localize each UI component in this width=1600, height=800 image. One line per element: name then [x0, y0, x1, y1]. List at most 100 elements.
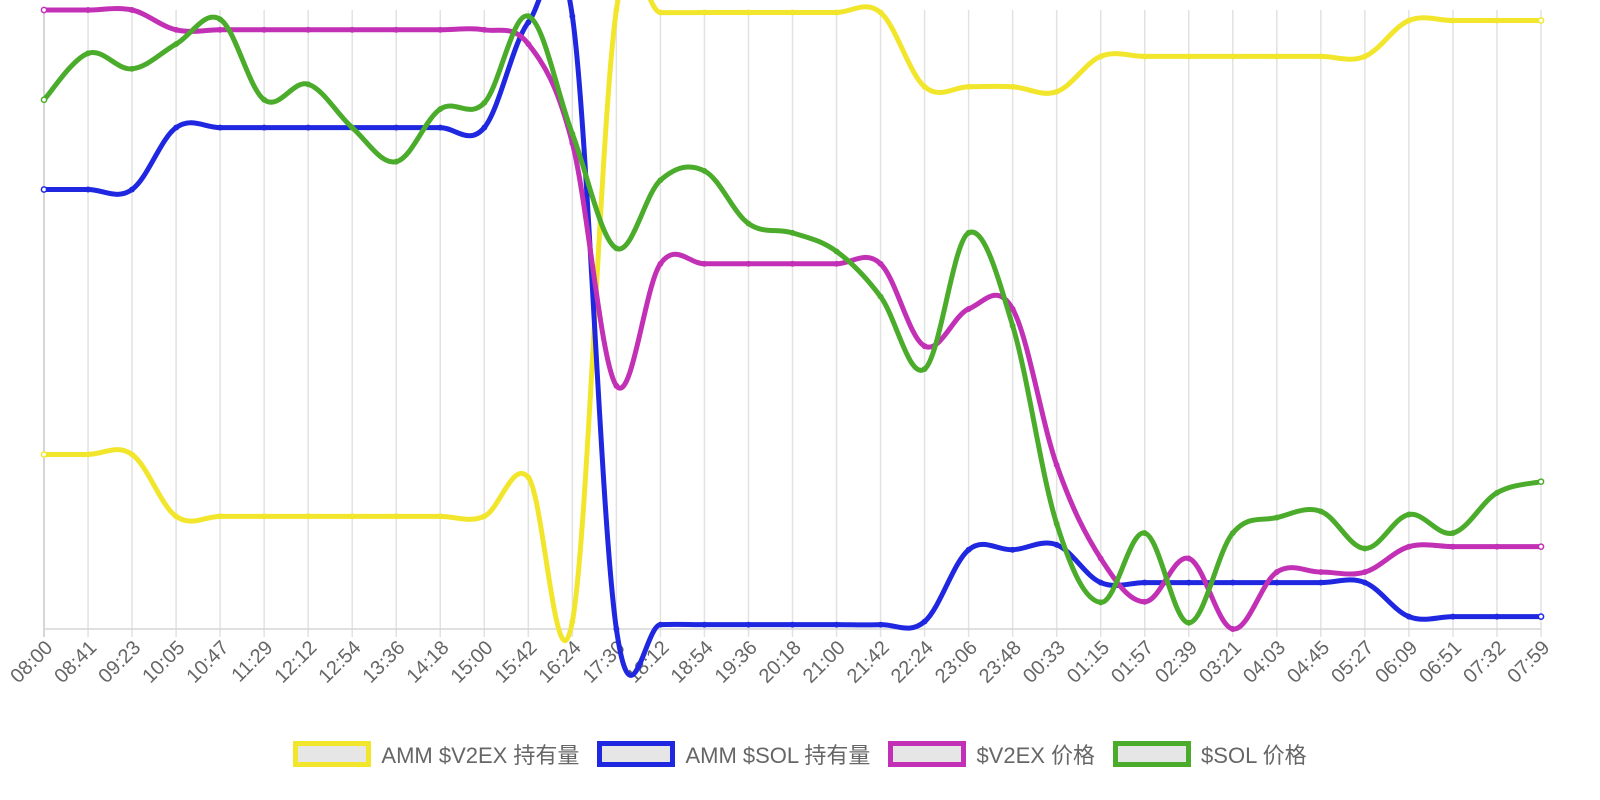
data-point[interactable]	[1229, 53, 1236, 60]
data-point[interactable]	[129, 186, 136, 193]
data-point[interactable]	[173, 124, 180, 131]
data-point[interactable]	[85, 186, 91, 193]
data-point[interactable]	[745, 621, 752, 628]
data-point[interactable]	[1361, 545, 1368, 552]
data-point[interactable]	[1317, 569, 1324, 576]
data-point[interactable]	[1185, 579, 1192, 586]
data-point[interactable]	[1273, 579, 1280, 586]
legend-item-amm-v2ex[interactable]: AMM $V2EX 持有量	[293, 738, 579, 770]
data-point[interactable]	[965, 229, 972, 236]
data-point[interactable]	[1097, 579, 1104, 586]
data-point[interactable]	[349, 26, 356, 33]
data-point[interactable]	[1185, 53, 1192, 60]
data-point[interactable]	[525, 19, 532, 26]
legend-item-amm-sol[interactable]: AMM $SOL 持有量	[597, 738, 870, 770]
data-point[interactable]	[657, 260, 664, 267]
data-point[interactable]	[1537, 17, 1545, 24]
data-point[interactable]	[1273, 569, 1280, 576]
data-point[interactable]	[1141, 53, 1148, 60]
data-point[interactable]	[305, 81, 312, 88]
data-point[interactable]	[217, 16, 224, 23]
data-point[interactable]	[877, 293, 884, 300]
data-point[interactable]	[1405, 17, 1412, 24]
data-point[interactable]	[481, 99, 488, 106]
data-point[interactable]	[1317, 508, 1324, 515]
data-point[interactable]	[1009, 306, 1016, 312]
data-point[interactable]	[1229, 626, 1236, 632]
data-point[interactable]	[85, 50, 91, 57]
data-point[interactable]	[1009, 322, 1016, 329]
data-point[interactable]	[525, 41, 532, 47]
data-point[interactable]	[1185, 619, 1192, 626]
data-point[interactable]	[305, 513, 312, 520]
data-point[interactable]	[261, 96, 268, 103]
data-point[interactable]	[393, 26, 400, 33]
data-point[interactable]	[40, 451, 48, 458]
data-point[interactable]	[217, 513, 224, 520]
data-point[interactable]	[217, 26, 224, 33]
data-point[interactable]	[921, 366, 928, 372]
data-point[interactable]	[129, 7, 136, 13]
data-point[interactable]	[877, 260, 884, 267]
data-point[interactable]	[1097, 555, 1104, 562]
data-point[interactable]	[40, 186, 48, 193]
data-point[interactable]	[833, 9, 840, 16]
data-point[interactable]	[1141, 579, 1148, 586]
data-point[interactable]	[1405, 511, 1412, 518]
data-point[interactable]	[1537, 543, 1545, 551]
data-point[interactable]	[1361, 579, 1368, 586]
data-point[interactable]	[657, 9, 664, 16]
data-point[interactable]	[965, 306, 972, 312]
data-point[interactable]	[1317, 53, 1324, 60]
data-point[interactable]	[1537, 613, 1545, 620]
data-point[interactable]	[525, 474, 532, 481]
data-point[interactable]	[965, 83, 972, 90]
data-point[interactable]	[217, 124, 224, 131]
data-point[interactable]	[437, 124, 444, 131]
data-point[interactable]	[789, 621, 796, 628]
data-point[interactable]	[833, 260, 840, 267]
legend-item-v2ex-price[interactable]: $V2EX 价格	[888, 738, 1095, 770]
data-point[interactable]	[1449, 613, 1456, 620]
data-point[interactable]	[1405, 613, 1412, 620]
data-point[interactable]	[129, 65, 136, 72]
data-point[interactable]	[1449, 543, 1456, 550]
data-point[interactable]	[173, 513, 180, 520]
data-point[interactable]	[745, 9, 752, 16]
data-point[interactable]	[1273, 53, 1280, 60]
data-point[interactable]	[657, 621, 664, 628]
data-point[interactable]	[437, 26, 444, 33]
data-point[interactable]	[613, 626, 620, 632]
data-point[interactable]	[305, 124, 312, 131]
data-point[interactable]	[437, 513, 444, 520]
data-point[interactable]	[1361, 53, 1368, 60]
data-point[interactable]	[701, 9, 708, 16]
data-point[interactable]	[657, 177, 664, 184]
data-point[interactable]	[789, 9, 796, 16]
data-point[interactable]	[1053, 88, 1060, 95]
data-point[interactable]	[129, 451, 136, 458]
data-point[interactable]	[393, 124, 400, 131]
data-point[interactable]	[1141, 598, 1148, 605]
data-point[interactable]	[789, 260, 796, 267]
data-point[interactable]	[1494, 489, 1500, 496]
data-point[interactable]	[173, 26, 180, 33]
data-point[interactable]	[1494, 613, 1500, 620]
data-point[interactable]	[261, 26, 268, 33]
data-point[interactable]	[569, 130, 576, 137]
data-point[interactable]	[1053, 462, 1060, 468]
data-point[interactable]	[613, 382, 620, 389]
data-point[interactable]	[789, 229, 796, 236]
data-point[interactable]	[965, 546, 972, 553]
data-point[interactable]	[1449, 530, 1456, 537]
data-point[interactable]	[1141, 530, 1148, 537]
data-point[interactable]	[481, 124, 488, 131]
data-point[interactable]	[833, 621, 840, 628]
data-point[interactable]	[701, 621, 708, 628]
data-point[interactable]	[613, 245, 620, 252]
data-point[interactable]	[173, 41, 180, 47]
data-point[interactable]	[393, 513, 400, 520]
data-point[interactable]	[525, 13, 532, 20]
data-point[interactable]	[1405, 543, 1412, 550]
data-point[interactable]	[1273, 514, 1280, 521]
